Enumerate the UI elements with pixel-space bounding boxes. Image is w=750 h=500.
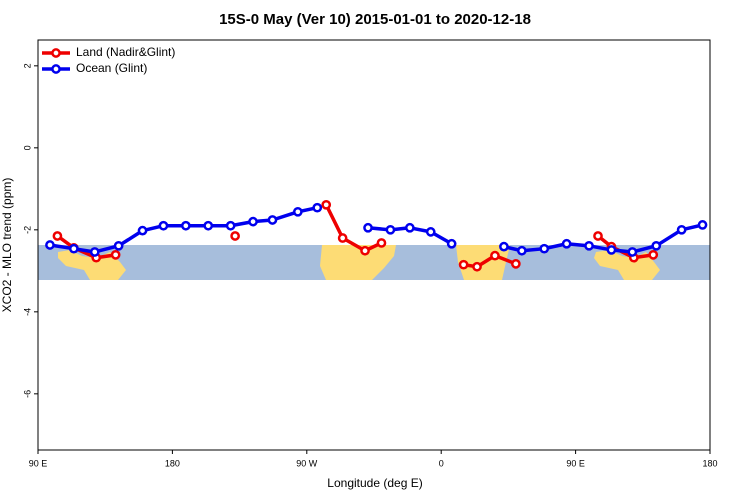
data-point — [697, 220, 708, 230]
y-tick-label: -4 — [22, 308, 32, 316]
data-point — [267, 215, 278, 225]
legend-marker — [51, 64, 61, 74]
data-point — [363, 222, 373, 233]
data-point — [651, 240, 662, 251]
data-point — [292, 206, 303, 217]
data-point — [606, 245, 617, 255]
data-point — [648, 249, 659, 260]
data-point — [203, 220, 214, 231]
series-line — [56, 204, 654, 269]
data-point — [137, 225, 148, 236]
data-point — [230, 231, 240, 241]
x-tick-label: 90 E — [566, 458, 585, 468]
data-point — [490, 250, 500, 261]
plot-frame — [37, 39, 711, 451]
legend-marker — [51, 48, 61, 58]
data-point — [248, 216, 258, 227]
data-point — [337, 233, 348, 243]
y-tick-label: 2 — [22, 63, 32, 68]
data-point — [360, 245, 370, 256]
data-point — [68, 243, 79, 254]
y-tick-label: 0 — [22, 145, 32, 150]
data-point — [385, 224, 396, 235]
y-tick-label: -6 — [22, 390, 32, 398]
data-point — [458, 259, 469, 270]
x-tick-label: 180 — [702, 458, 717, 468]
y-axis-label: XCO2 - MLO trend (ppm) — [0, 178, 14, 313]
data-point — [425, 227, 436, 237]
data-point — [110, 249, 121, 260]
x-axis-label: Longitude (deg E) — [327, 476, 422, 490]
land-shape — [320, 245, 396, 280]
data-point — [321, 199, 332, 210]
map-band — [38, 245, 710, 280]
legend-label: Land (Nadir&Glint) — [76, 45, 175, 59]
data-point — [225, 220, 236, 231]
x-tick-label: 90 W — [296, 458, 318, 468]
x-tick-label: 90 E — [29, 458, 48, 468]
data-point — [312, 202, 323, 213]
data-point — [180, 220, 191, 231]
data-point — [446, 238, 457, 249]
data-point — [676, 224, 687, 235]
legend-label: Ocean (Glint) — [76, 61, 147, 75]
data-point — [593, 231, 603, 241]
x-tick-label: 180 — [165, 458, 180, 468]
data-point — [472, 261, 482, 272]
data-point — [158, 220, 169, 231]
data-point — [511, 259, 521, 269]
data-point — [404, 222, 415, 233]
data-point — [516, 245, 527, 256]
data-point — [376, 238, 387, 248]
y-tick-label: -2 — [22, 226, 32, 234]
chart-title: 15S-0 May (Ver 10) 2015-01-01 to 2020-12… — [219, 11, 531, 28]
data-point — [52, 231, 63, 241]
data-point — [627, 247, 638, 257]
data-point — [499, 241, 509, 252]
data-point — [113, 240, 124, 251]
data-point — [45, 240, 55, 250]
data-point — [539, 243, 550, 254]
data-point — [584, 240, 594, 251]
data-point — [561, 238, 572, 249]
data-point — [89, 247, 100, 257]
x-tick-label: 0 — [439, 458, 444, 468]
